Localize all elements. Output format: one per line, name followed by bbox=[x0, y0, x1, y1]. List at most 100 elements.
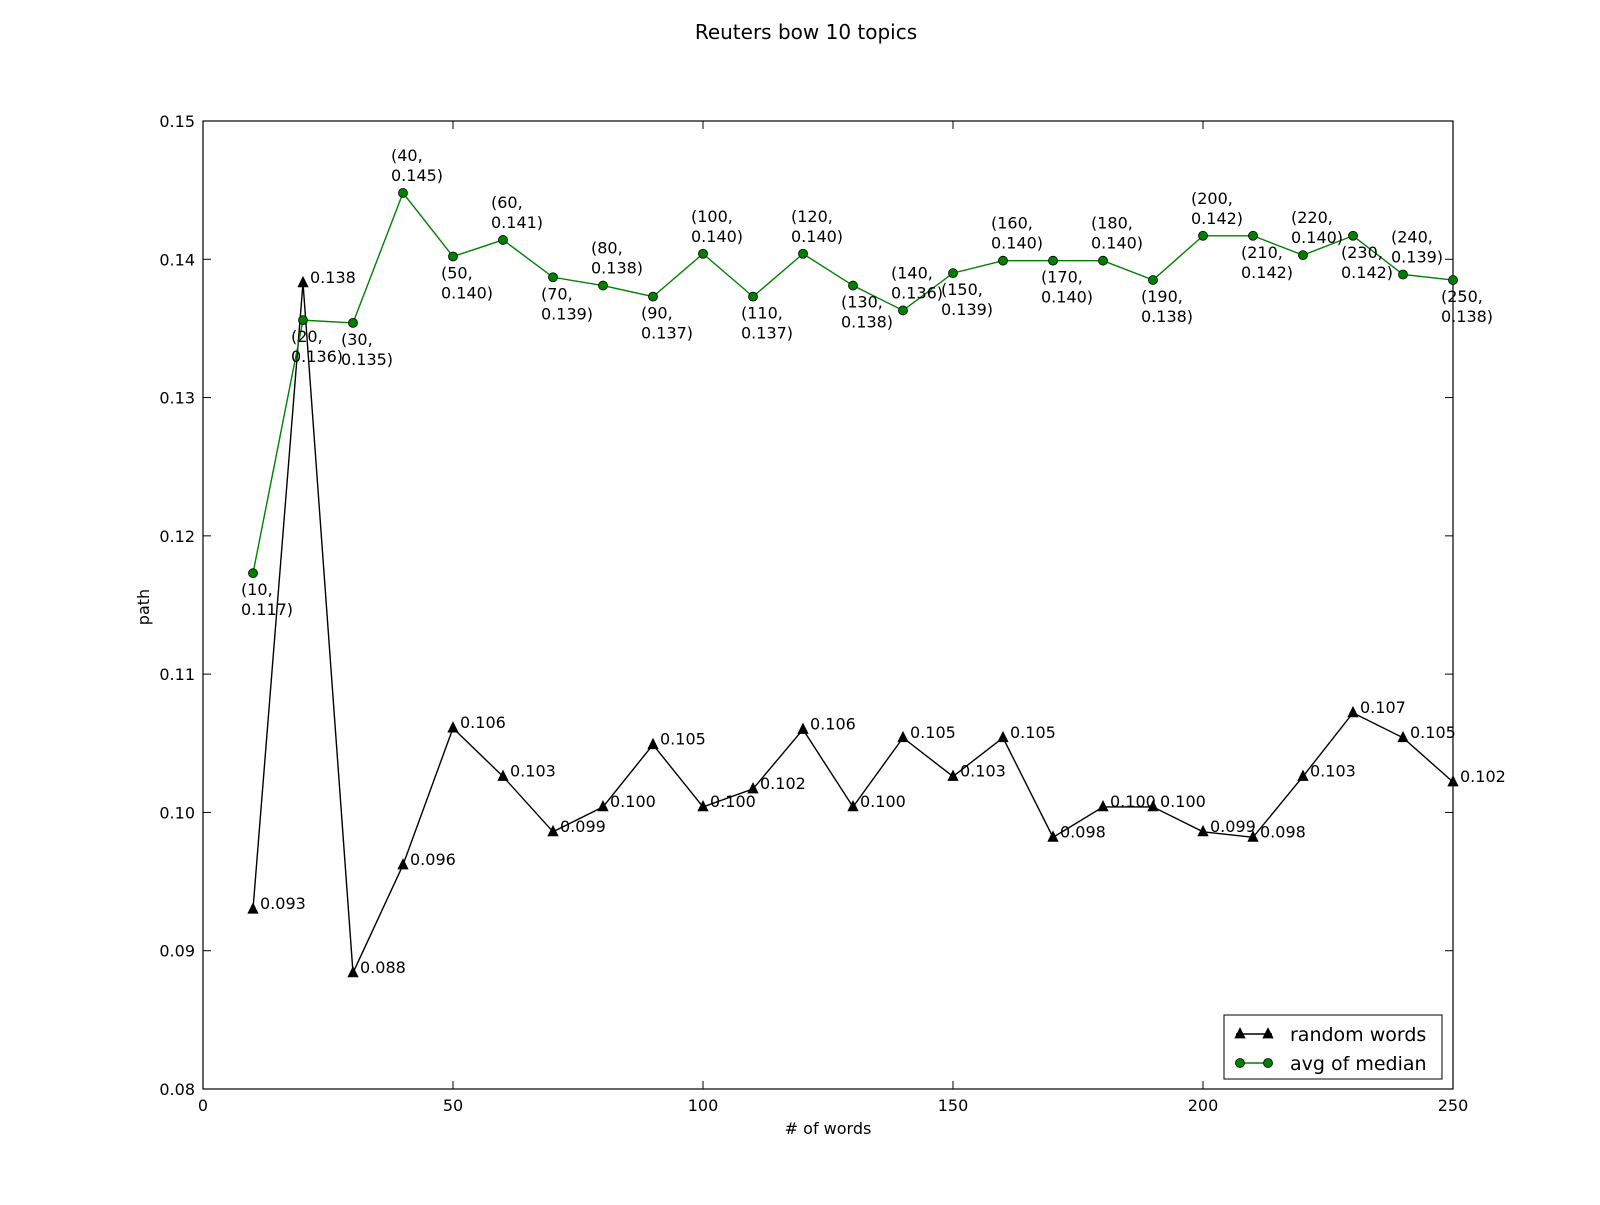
data-label: (140, 0.136) bbox=[891, 263, 943, 302]
data-point bbox=[848, 280, 858, 291]
data-point bbox=[647, 737, 659, 750]
x-axis-label: # of words bbox=[785, 1119, 872, 1138]
data-label: 0.103 bbox=[510, 761, 556, 780]
data-point bbox=[897, 730, 909, 743]
data-label: 0.096 bbox=[410, 850, 456, 869]
data-point bbox=[697, 800, 709, 812]
data-point bbox=[1348, 230, 1358, 241]
data-point bbox=[348, 317, 358, 328]
data-point bbox=[247, 902, 259, 914]
x-tick-label: 200 bbox=[1188, 1096, 1219, 1115]
data-point bbox=[447, 721, 459, 733]
data-point bbox=[347, 965, 359, 978]
data-point bbox=[1297, 769, 1309, 781]
data-point bbox=[898, 305, 908, 316]
y-tick-label: 0.13 bbox=[159, 389, 195, 408]
data-label: 0.093 bbox=[260, 894, 306, 913]
data-point bbox=[448, 251, 458, 262]
data-point bbox=[997, 730, 1009, 743]
data-point bbox=[948, 268, 958, 279]
x-tick-label: 0 bbox=[198, 1096, 208, 1115]
data-label: (10, 0.117) bbox=[241, 580, 293, 619]
data-labels-layer: 0.0930.1380.0880.0960.1060.1030.0990.100… bbox=[241, 146, 1506, 977]
data-point bbox=[1247, 830, 1259, 842]
data-label: 0.100 bbox=[860, 792, 906, 811]
data-label: (20, 0.136) bbox=[291, 327, 343, 366]
data-point bbox=[1397, 730, 1409, 743]
data-label: (80, 0.138) bbox=[591, 239, 643, 278]
data-point bbox=[1198, 230, 1208, 241]
data-label: 0.099 bbox=[560, 817, 606, 836]
y-tick-label: 0.08 bbox=[159, 1080, 195, 1099]
data-point bbox=[597, 800, 609, 812]
data-point bbox=[798, 248, 808, 259]
legend-frame bbox=[1223, 1014, 1443, 1080]
data-label: (130, 0.138) bbox=[841, 293, 893, 332]
data-label: 0.105 bbox=[910, 723, 956, 742]
data-label: 0.100 bbox=[710, 792, 756, 811]
data-label: (30, 0.135) bbox=[341, 330, 393, 369]
data-point bbox=[1147, 800, 1159, 812]
data-point bbox=[398, 188, 408, 198]
data-point bbox=[397, 858, 409, 870]
data-point bbox=[1048, 255, 1058, 266]
plot-area-frame bbox=[202, 120, 1454, 1090]
data-point bbox=[497, 769, 509, 781]
data-label: (180, 0.140) bbox=[1091, 214, 1143, 253]
data-label: 0.107 bbox=[1360, 698, 1406, 717]
data-label: (250, 0.138) bbox=[1441, 287, 1493, 326]
x-tick-label: 100 bbox=[688, 1096, 719, 1115]
data-label: (190, 0.138) bbox=[1141, 287, 1193, 326]
data-label: (170, 0.140) bbox=[1041, 268, 1093, 307]
data-label: (210, 0.142) bbox=[1241, 243, 1293, 282]
data-label: (240, 0.139) bbox=[1391, 227, 1443, 266]
data-label: 0.105 bbox=[1410, 723, 1456, 742]
data-label: (110, 0.137) bbox=[741, 304, 793, 343]
legend-entries: random words avg of median bbox=[1234, 1024, 1427, 1075]
data-point bbox=[648, 291, 658, 302]
data-point bbox=[1248, 230, 1258, 241]
data-label: 0.102 bbox=[760, 774, 806, 793]
series-line-1 bbox=[252, 282, 1454, 976]
data-point bbox=[748, 291, 758, 302]
data-point bbox=[747, 782, 759, 794]
y-tick-label: 0.11 bbox=[159, 665, 195, 684]
legend-marker bbox=[1235, 1058, 1245, 1068]
data-label: (120, 0.140) bbox=[791, 207, 843, 246]
data-label: 0.100 bbox=[610, 792, 656, 811]
data-point bbox=[547, 824, 559, 837]
data-label: 0.098 bbox=[1260, 822, 1306, 841]
y-axis-label: path bbox=[134, 589, 153, 625]
data-label: 0.103 bbox=[1310, 761, 1356, 780]
y-tick-label: 0.14 bbox=[159, 250, 195, 269]
legend-marker bbox=[1262, 1027, 1274, 1039]
data-label: (200, 0.142) bbox=[1191, 189, 1243, 228]
data-label: (160, 0.140) bbox=[991, 214, 1043, 253]
data-label: 0.102 bbox=[1460, 767, 1506, 786]
data-point bbox=[1098, 255, 1108, 266]
legend-marker bbox=[1234, 1027, 1246, 1039]
data-label: 0.106 bbox=[460, 713, 506, 732]
data-label: 0.138 bbox=[310, 268, 356, 287]
data-point bbox=[998, 255, 1008, 266]
data-point bbox=[847, 800, 859, 812]
data-point bbox=[1398, 269, 1408, 280]
data-point bbox=[498, 235, 508, 245]
data-point bbox=[1448, 275, 1458, 285]
x-tick-label: 150 bbox=[938, 1096, 969, 1115]
data-label: (70, 0.139) bbox=[541, 284, 593, 323]
data-label: (220, 0.140) bbox=[1291, 208, 1343, 247]
chart-title: Reuters bow 10 topics bbox=[695, 20, 917, 44]
axis-ticks: 0 50 100 150 200 250 0.08 0.09 0.10 0.11 0.12 0.13 0… bbox=[159, 112, 1468, 1115]
x-tick-label: 250 bbox=[1438, 1096, 1469, 1115]
data-point bbox=[1298, 250, 1308, 261]
data-point bbox=[1347, 705, 1359, 718]
data-point bbox=[1148, 275, 1158, 285]
data-label: 0.103 bbox=[960, 761, 1006, 780]
data-label: (150, 0.139) bbox=[941, 280, 993, 319]
data-point bbox=[248, 568, 258, 579]
data-label: (90, 0.137) bbox=[641, 304, 693, 343]
data-point bbox=[548, 272, 558, 283]
